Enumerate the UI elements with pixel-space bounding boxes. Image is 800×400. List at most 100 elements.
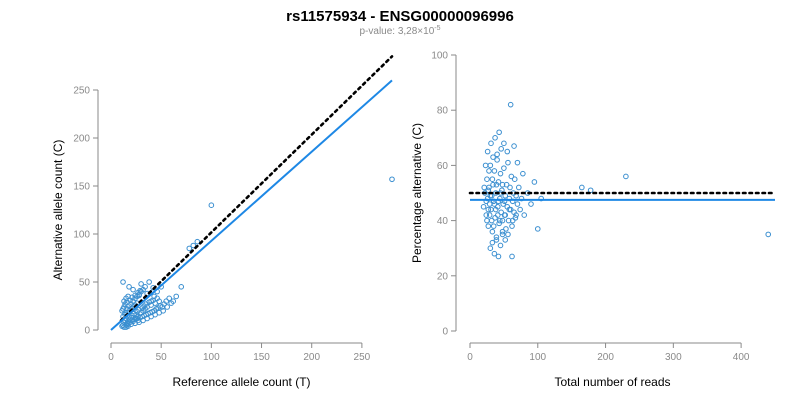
right-data-point: [499, 228, 506, 235]
right-data-point: [494, 212, 501, 218]
right-data-point: [508, 173, 515, 180]
right-data-point: [488, 217, 495, 224]
right-data-point: [528, 201, 534, 207]
right-y-tick-label: 80: [437, 106, 449, 117]
left-data-point: [194, 238, 201, 245]
right-y-tick-label: 60: [437, 161, 449, 172]
right-data-point: [492, 135, 498, 141]
right-data-point: [531, 179, 538, 185]
right-data-point: [493, 234, 500, 240]
right-data-point: [485, 223, 492, 229]
left-y-tick-label: 150: [73, 182, 90, 193]
left-data-point: [160, 308, 166, 314]
left-y-tick-label: 200: [73, 134, 90, 145]
left-x-tick-label: 250: [354, 352, 371, 363]
right-data-point: [487, 245, 494, 251]
left-data-point: [178, 284, 185, 290]
right-data-point: [498, 209, 504, 216]
left-data-point: [164, 304, 170, 310]
left-y-tick-label: 250: [73, 86, 90, 97]
right-data-point: [505, 231, 511, 238]
right-data-point: [484, 176, 490, 182]
right-data-point: [489, 239, 496, 246]
left-y-tick-label: 50: [79, 278, 91, 289]
right-data-point: [501, 140, 507, 147]
right-x-tick-label: 200: [597, 352, 614, 363]
chart-title: rs11575934 - ENSG00000096996: [286, 8, 514, 25]
right-data-point: [480, 204, 487, 210]
right-data-point: [514, 159, 521, 166]
left-data-point: [120, 279, 126, 285]
left-panel: 0 50 100 150 200 250 0 50 100 150 200 250 Reference …: [51, 55, 395, 389]
left-x-tick-label: 100: [203, 352, 220, 363]
right-data-point: [494, 157, 500, 163]
left-x-axis-label: Reference allele count (T): [172, 375, 310, 389]
left-data-point: [151, 293, 157, 300]
left-data-point: [142, 284, 148, 290]
left-x-tick-label: 50: [156, 352, 168, 363]
p-value-exponent: -5: [434, 25, 440, 32]
left-data-point: [146, 279, 152, 285]
right-data-point: [505, 159, 511, 166]
left-data-point: [190, 242, 197, 249]
right-data-point: [499, 231, 506, 238]
left-y-tick-label: 0: [84, 326, 90, 337]
right-data-point: [494, 151, 500, 158]
right-data-point: [483, 212, 490, 218]
right-x-axis-label: Total number of reads: [554, 375, 670, 389]
right-data-point: [489, 176, 496, 182]
right-data-point: [507, 184, 513, 191]
right-data-point: [503, 181, 510, 188]
left-data-point: [148, 298, 154, 305]
right-data-point: [496, 129, 502, 136]
left-data-point: [138, 281, 144, 287]
right-data-point: [499, 217, 506, 224]
left-data-point: [163, 298, 169, 305]
right-panel: 0 100 200 300 400 0 20 40 60 80 100 Total number of…: [410, 51, 777, 389]
left-y-axis-label: Alternative allele count (C): [51, 140, 65, 281]
right-data-point: [511, 176, 518, 182]
left-fit-line: [110, 79, 393, 331]
right-data-point: [495, 253, 502, 260]
right-data-point: [509, 217, 516, 224]
left-y-tick-label: 100: [73, 230, 90, 241]
left-data-point: [126, 284, 132, 290]
right-data-point: [489, 228, 496, 235]
right-data-point: [499, 181, 506, 188]
right-data-point: [520, 170, 526, 177]
right-data-point: [765, 231, 772, 238]
right-data-point: [488, 140, 494, 147]
right-data-point: [482, 162, 489, 169]
right-data-point: [490, 181, 496, 188]
right-data-point: [490, 223, 497, 229]
right-data-point: [516, 184, 522, 191]
left-reference-line: [119, 55, 394, 322]
right-data-point: [485, 206, 492, 213]
right-data-point: [502, 237, 509, 243]
right-y-tick-label: 0: [442, 327, 448, 338]
right-data-point: [505, 217, 512, 224]
right-data-point: [503, 226, 509, 232]
right-data-point: [493, 181, 500, 188]
right-data-point: [496, 220, 502, 227]
right-data-point: [514, 201, 521, 207]
right-data-point: [493, 237, 500, 243]
left-data-point: [130, 286, 136, 293]
left-data-point: [121, 304, 127, 310]
chart-subtitle: p-value: 3,28×10-5: [359, 25, 440, 37]
right-data-point: [491, 168, 498, 174]
left-x-tick-label: 150: [253, 352, 270, 363]
right-x-tick-label: 300: [665, 352, 682, 363]
right-x-tick-label: 100: [529, 352, 546, 363]
left-data-point: [132, 292, 138, 299]
right-x-tick-label: 0: [467, 352, 473, 363]
left-data-point: [173, 293, 180, 300]
right-data-point: [507, 101, 514, 108]
right-data-point: [497, 242, 504, 249]
right-y-tick-label: 20: [437, 271, 449, 282]
p-value-text: p-value: 3,28×10: [359, 26, 434, 37]
right-data-point: [486, 212, 493, 218]
left-data-point: [125, 293, 131, 300]
